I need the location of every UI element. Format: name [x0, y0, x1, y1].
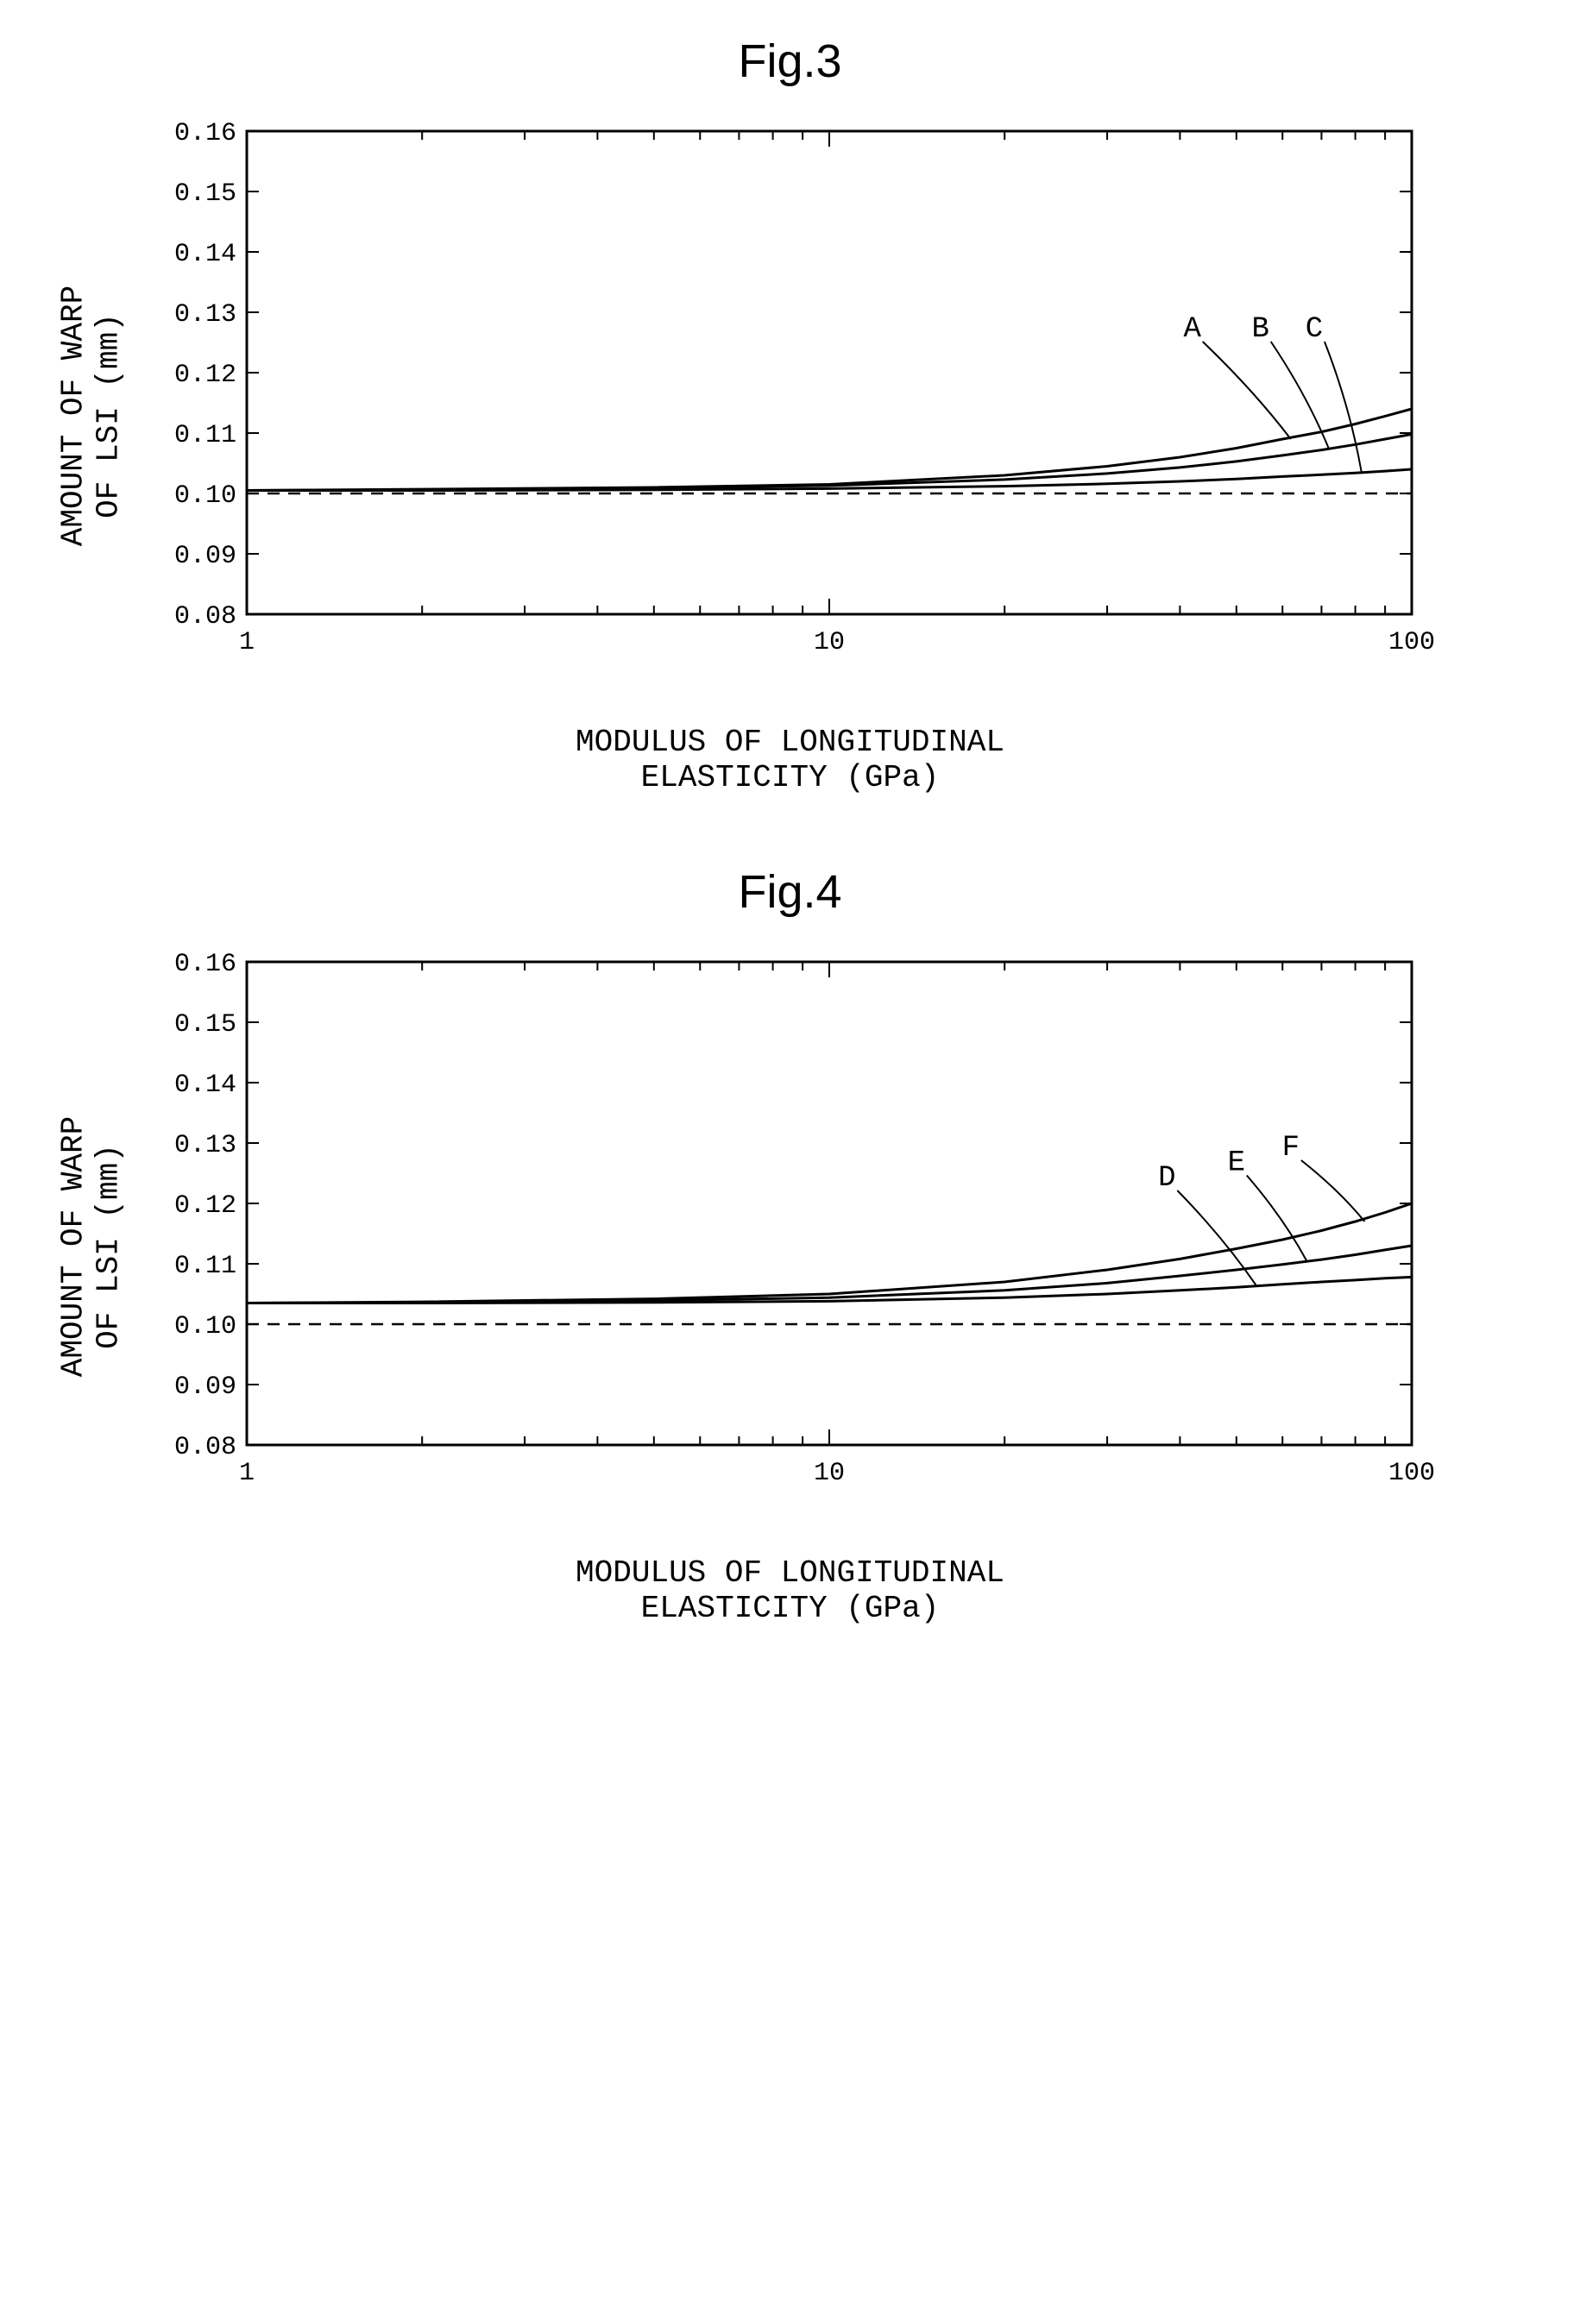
y-tick-label: 0.09	[173, 1372, 236, 1402]
plot-frame	[247, 962, 1412, 1445]
x-tick-label: 100	[1388, 628, 1434, 657]
y-tick-label: 0.15	[173, 179, 236, 209]
y-tick-label: 0.12	[173, 361, 236, 390]
figure-block: Fig.3AMOUNT OF WARPOF LSI (mm)0.080.090.…	[57, 35, 1524, 796]
y-tick-label: 0.14	[173, 240, 236, 269]
series-label-A: A	[1183, 313, 1201, 346]
plot-frame	[247, 131, 1412, 614]
chart-wrap: AMOUNT OF WARPOF LSI (mm)0.080.090.100.1…	[100, 114, 1481, 718]
y-tick-label: 0.08	[173, 1433, 236, 1462]
x-axis-label: MODULUS OF LONGITUDINALELASTICITY (GPa)	[57, 1555, 1524, 1627]
y-tick-label: 0.13	[173, 1131, 236, 1160]
y-tick-label: 0.09	[173, 542, 236, 571]
series-label-C: C	[1305, 313, 1322, 346]
y-tick-label: 0.10	[173, 1312, 236, 1341]
y-tick-label: 0.11	[173, 421, 236, 450]
x-axis-label: MODULUS OF LONGITUDINALELASTICITY (GPa)	[57, 725, 1524, 796]
y-tick-label: 0.11	[173, 1252, 236, 1281]
x-tick-label: 100	[1388, 1459, 1434, 1488]
series-label-B: B	[1251, 313, 1268, 346]
y-tick-label: 0.15	[173, 1010, 236, 1040]
x-tick-label: 1	[238, 628, 254, 657]
chart-svg: 0.08 0.09 0.10 0.11 0.12 0.13 0.14 0.15 0.16 1 10 1…	[100, 945, 1464, 1505]
y-tick-label: 0.10	[173, 481, 236, 511]
y-tick-label: 0.14	[173, 1071, 236, 1100]
y-tick-label: 0.16	[173, 950, 236, 979]
y-axis-label: AMOUNT OF WARPOF LSI (mm)	[55, 1116, 127, 1377]
series-label-E: E	[1227, 1146, 1244, 1179]
figure-block: Fig.4AMOUNT OF WARPOF LSI (mm)0.080.090.…	[57, 865, 1524, 1627]
chart-svg: 0.08 0.09 0.10 0.11 0.12 0.13 0.14 0.15 0.16 1 10 1…	[100, 114, 1464, 675]
series-label-D: D	[1158, 1162, 1175, 1195]
x-tick-label: 1	[238, 1459, 254, 1488]
x-tick-label: 10	[813, 1459, 844, 1488]
figure-title: Fig.3	[57, 35, 1524, 88]
figure-title: Fig.4	[57, 865, 1524, 919]
x-tick-label: 10	[813, 628, 844, 657]
y-tick-label: 0.08	[173, 602, 236, 631]
y-tick-label: 0.16	[173, 119, 236, 148]
series-label-F: F	[1281, 1132, 1299, 1165]
y-tick-label: 0.13	[173, 300, 236, 330]
chart-wrap: AMOUNT OF WARPOF LSI (mm)0.080.090.100.1…	[100, 945, 1481, 1548]
y-axis-label: AMOUNT OF WARPOF LSI (mm)	[55, 286, 127, 546]
y-tick-label: 0.12	[173, 1191, 236, 1221]
